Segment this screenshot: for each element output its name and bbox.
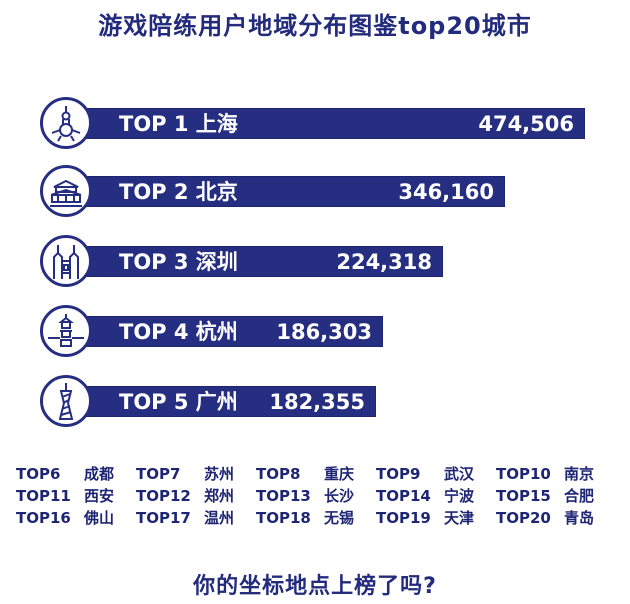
bar-value: 182,355	[269, 390, 365, 414]
bar-top-3: TOP 3 深圳 224,318	[80, 246, 443, 277]
bar-label: TOP 3 深圳	[119, 250, 238, 274]
bar-row-2: TOP 2 北京 346,160	[40, 163, 520, 219]
city-name: 南京	[564, 465, 595, 483]
bar-top-2: TOP 2 北京 346,160	[80, 176, 505, 207]
rank-label: TOP17	[136, 509, 191, 527]
rank-label: TOP9	[376, 465, 421, 483]
city-name: 温州	[204, 509, 235, 527]
rank-label: TOP16	[16, 509, 71, 527]
city-name: 成都	[84, 465, 115, 483]
rank-item: TOP15 合肥	[496, 487, 616, 506]
rank-label: TOP10	[496, 465, 551, 483]
rank-item: TOP10 南京	[496, 465, 616, 484]
pagoda-icon	[40, 305, 92, 357]
rank-label: TOP14	[376, 487, 431, 505]
city-name: 西安	[84, 487, 115, 505]
rank-item: TOP16 佛山	[16, 509, 136, 528]
rank-item: TOP7 苏州	[136, 465, 256, 484]
city-name: 郑州	[204, 487, 235, 505]
bar-value: 224,318	[336, 250, 432, 274]
city-name: 苏州	[204, 465, 235, 483]
city-name: 宁波	[444, 487, 475, 505]
bar-top-4: TOP 4 杭州 186,303	[80, 316, 383, 347]
city-name: 青岛	[564, 509, 595, 527]
tiananmen-gate-icon	[40, 165, 92, 217]
rank-label: TOP8	[256, 465, 301, 483]
rank-label: TOP6	[16, 465, 61, 483]
ranking-grid: TOP6 成都 TOP7 苏州 TOP8 重庆 TOP9 武汉 TOP10 南京 TOP1…	[16, 465, 616, 528]
bar-label: TOP 2 北京	[119, 180, 238, 204]
bar-label: TOP 4 杭州	[119, 320, 238, 344]
rank-item: TOP14 宁波	[376, 487, 496, 506]
canton-tower-icon	[40, 375, 92, 427]
rank-label: TOP11	[16, 487, 71, 505]
rank-item: TOP9 武汉	[376, 465, 496, 484]
bar-value: 474,506	[478, 112, 574, 136]
city-name: 长沙	[324, 487, 355, 505]
bar-value: 186,303	[276, 320, 372, 344]
chart-title: 游戏陪练用户地域分布图鉴top20城市	[98, 12, 532, 40]
bar-label: TOP 1 上海	[119, 112, 238, 136]
rank-label: TOP13	[256, 487, 311, 505]
city-name: 天津	[444, 509, 475, 527]
rank-item: TOP6 成都	[16, 465, 136, 484]
bar-label: TOP 5 广州	[119, 390, 238, 414]
city-name: 合肥	[564, 487, 595, 505]
rank-label: TOP18	[256, 509, 311, 527]
bar-row-4: TOP 4 杭州 186,303	[40, 303, 390, 359]
bar-value: 346,160	[398, 180, 494, 204]
rank-item: TOP17 温州	[136, 509, 256, 528]
twin-towers-icon	[40, 235, 92, 287]
bar-top-5: TOP 5 广州 182,355	[80, 386, 376, 417]
city-name: 武汉	[444, 465, 475, 483]
city-name: 佛山	[84, 509, 115, 527]
bar-row-5: TOP 5 广州 182,355	[40, 373, 380, 429]
rank-item: TOP8 重庆	[256, 465, 376, 484]
rank-label: TOP15	[496, 487, 551, 505]
bar-top-1: TOP 1 上海 474,506	[80, 108, 585, 139]
rank-label: TOP19	[376, 509, 431, 527]
rank-item: TOP19 天津	[376, 509, 496, 528]
rank-item: TOP11 西安	[16, 487, 136, 506]
bar-row-3: TOP 3 深圳 224,318	[40, 233, 450, 289]
city-name: 无锡	[324, 509, 355, 527]
footer-question: 你的坐标地点上榜了吗?	[193, 574, 437, 599]
rank-item: TOP20 青岛	[496, 509, 616, 528]
bar-row-1: TOP 1 上海 474,506	[40, 95, 600, 151]
oriental-pearl-tower-icon	[40, 97, 92, 149]
rank-item: TOP13 长沙	[256, 487, 376, 506]
rank-label: TOP20	[496, 509, 551, 527]
rank-item: TOP12 郑州	[136, 487, 256, 506]
city-name: 重庆	[324, 465, 355, 483]
rank-item: TOP18 无锡	[256, 509, 376, 528]
rank-label: TOP7	[136, 465, 181, 483]
rank-label: TOP12	[136, 487, 191, 505]
